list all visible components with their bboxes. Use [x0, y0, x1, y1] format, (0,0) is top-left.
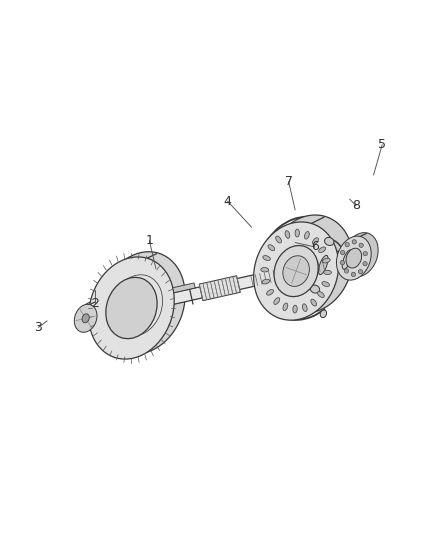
Ellipse shape — [324, 270, 332, 274]
Ellipse shape — [274, 246, 318, 296]
Ellipse shape — [336, 236, 371, 280]
Ellipse shape — [293, 305, 297, 313]
Ellipse shape — [343, 232, 378, 277]
Text: 2: 2 — [91, 297, 99, 310]
Ellipse shape — [302, 304, 307, 311]
Circle shape — [340, 261, 345, 265]
Circle shape — [363, 262, 367, 266]
Ellipse shape — [89, 257, 174, 359]
Ellipse shape — [276, 236, 281, 243]
Ellipse shape — [268, 245, 275, 251]
Ellipse shape — [285, 231, 290, 238]
Ellipse shape — [310, 285, 320, 293]
Ellipse shape — [82, 314, 89, 323]
Ellipse shape — [322, 281, 329, 287]
Ellipse shape — [295, 229, 300, 237]
Circle shape — [358, 270, 363, 274]
Ellipse shape — [106, 277, 157, 338]
Ellipse shape — [342, 250, 352, 269]
Ellipse shape — [283, 256, 309, 286]
Ellipse shape — [267, 289, 274, 295]
Text: 8: 8 — [352, 199, 360, 212]
Circle shape — [351, 272, 356, 277]
Circle shape — [363, 252, 367, 256]
Ellipse shape — [319, 247, 325, 253]
Ellipse shape — [261, 268, 268, 272]
Circle shape — [345, 243, 350, 247]
Ellipse shape — [325, 237, 334, 246]
Ellipse shape — [99, 252, 185, 354]
Ellipse shape — [254, 222, 339, 320]
Ellipse shape — [320, 310, 327, 318]
Polygon shape — [105, 249, 369, 319]
Text: 5: 5 — [378, 138, 386, 151]
Ellipse shape — [339, 246, 346, 254]
Circle shape — [340, 251, 345, 255]
Text: 4: 4 — [224, 195, 232, 208]
Text: 6: 6 — [311, 240, 319, 253]
Text: 3: 3 — [35, 321, 42, 334]
Ellipse shape — [74, 304, 97, 332]
Ellipse shape — [283, 303, 288, 311]
Text: 7: 7 — [285, 175, 293, 188]
Ellipse shape — [318, 292, 324, 297]
Ellipse shape — [262, 279, 270, 284]
Ellipse shape — [311, 299, 317, 306]
Text: 1: 1 — [145, 234, 153, 247]
Polygon shape — [199, 276, 240, 301]
Circle shape — [344, 269, 349, 273]
Polygon shape — [173, 283, 195, 293]
Ellipse shape — [268, 215, 353, 313]
Ellipse shape — [312, 238, 318, 245]
Ellipse shape — [322, 258, 330, 263]
Ellipse shape — [318, 255, 328, 274]
Circle shape — [352, 240, 357, 244]
Circle shape — [359, 243, 364, 247]
Ellipse shape — [304, 231, 309, 239]
Ellipse shape — [80, 302, 102, 330]
Ellipse shape — [346, 248, 362, 268]
Ellipse shape — [274, 297, 280, 304]
Polygon shape — [321, 249, 349, 275]
Ellipse shape — [263, 256, 270, 261]
